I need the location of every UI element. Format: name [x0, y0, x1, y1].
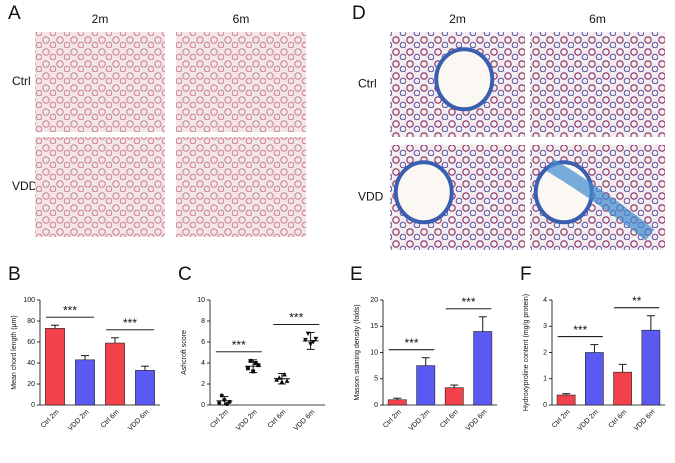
x-tick-label: Ctrl 2m — [40, 409, 61, 430]
bar — [556, 394, 576, 406]
data-point — [313, 336, 319, 342]
data-point — [284, 378, 290, 383]
x-tick-label: Ctrl 6m — [100, 409, 121, 430]
x-tick-label: VDD 6m — [465, 409, 489, 433]
x-tick-label: Ctrl 2m — [551, 409, 572, 430]
x-tick-label: VDD 6m — [633, 409, 657, 433]
bar — [444, 387, 464, 406]
panel-label: C — [178, 264, 192, 285]
x-tick-label: Ctrl 6m — [607, 409, 628, 430]
significance-label: *** — [573, 323, 587, 337]
y-tick-label: 2 — [543, 349, 547, 356]
y-tick-label: 5 — [374, 376, 378, 383]
x-tick-label: Ctrl 2m — [209, 409, 230, 430]
bar — [75, 359, 95, 406]
y-tick-label: 1 — [543, 376, 547, 383]
y-tick-label: 60 — [27, 339, 35, 346]
y-tick-label: 4 — [201, 360, 205, 367]
bar — [585, 352, 604, 406]
bar — [387, 399, 407, 406]
y-tick-label: 10 — [197, 297, 205, 304]
micrograph — [530, 32, 665, 137]
column-label: 6m — [233, 12, 250, 26]
data-point — [248, 358, 253, 363]
column-label: 6m — [589, 12, 606, 26]
y-tick-label: 0 — [201, 402, 205, 409]
data-point — [282, 372, 287, 377]
panel-label: E — [350, 264, 363, 285]
significance-label: *** — [63, 303, 77, 317]
micrograph — [35, 137, 165, 237]
y-axis-label: Ashcroft score — [181, 330, 188, 375]
bar — [613, 371, 632, 406]
data-point — [256, 363, 261, 368]
significance-label: *** — [123, 316, 137, 330]
data-point — [303, 337, 308, 343]
column-label: 2m — [92, 12, 109, 26]
bar — [473, 331, 493, 406]
vessel — [393, 160, 454, 225]
y-tick-label: 20 — [370, 297, 378, 304]
x-tick-label: VDD 2m — [235, 409, 259, 433]
vessel — [434, 47, 495, 112]
y-tick-label: 6 — [201, 339, 205, 346]
data-point — [217, 400, 222, 405]
micrograph — [35, 32, 165, 132]
panel-label: D — [352, 3, 366, 24]
row-label: VDD — [12, 179, 38, 193]
panel-label: A — [8, 3, 21, 24]
y-axis-label: Mean chord length (μm) — [11, 315, 18, 389]
x-tick-label: VDD 6m — [127, 409, 151, 433]
fibrosis — [546, 158, 655, 241]
significance-label: *** — [232, 338, 246, 352]
x-tick-label: VDD 2m — [408, 409, 432, 433]
x-tick-label: Ctrl 6m — [439, 409, 460, 430]
panel-label: B — [8, 264, 21, 285]
significance-label: *** — [461, 295, 475, 309]
y-tick-label: 10 — [370, 349, 378, 356]
x-tick-label: Ctrl 6m — [267, 409, 288, 430]
data-point — [253, 361, 258, 365]
y-tick-label: 100 — [23, 297, 35, 304]
y-tick-label: 80 — [27, 318, 35, 325]
row-label: Ctrl — [358, 77, 377, 91]
row-label: VDD — [358, 190, 384, 204]
data-point — [245, 366, 250, 371]
bar — [135, 370, 155, 406]
bar — [45, 328, 65, 406]
x-tick-label: VDD 6m — [293, 409, 317, 433]
y-tick-label: 3 — [543, 323, 547, 330]
row-label: Ctrl — [12, 74, 31, 88]
x-tick-label: Ctrl 2m — [382, 409, 403, 430]
bar — [641, 329, 661, 406]
y-tick-label: 0 — [543, 402, 547, 409]
micrograph-panels: A 2m 6m Ctrl VDD D 2m 6m Ctrl VDD — [8, 3, 665, 250]
significance-label: *** — [404, 336, 418, 350]
y-tick-label: 4 — [543, 297, 547, 304]
y-tick-label: 40 — [27, 360, 35, 367]
panel-label: F — [520, 264, 532, 285]
micrograph — [176, 32, 306, 132]
x-tick-label: VDD 2m — [576, 409, 600, 433]
data-point — [274, 377, 280, 382]
y-tick-label: 20 — [27, 381, 35, 388]
y-tick-label: 15 — [370, 323, 378, 330]
y-tick-label: 8 — [201, 318, 205, 325]
y-tick-label: 0 — [374, 402, 378, 409]
bar — [105, 342, 125, 406]
x-tick-label: VDD 2m — [67, 409, 91, 433]
bar — [416, 365, 436, 406]
y-tick-label: 0 — [31, 402, 35, 409]
column-label: 2m — [449, 12, 466, 26]
significance-label: ** — [632, 294, 642, 308]
micrograph — [176, 137, 306, 237]
y-tick-label: 2 — [201, 381, 205, 388]
y-axis-label: Hydroxyproline content (mg/g protein) — [523, 294, 530, 411]
y-axis-label: Masson staining density (folds) — [354, 304, 361, 400]
significance-label: *** — [289, 311, 303, 325]
